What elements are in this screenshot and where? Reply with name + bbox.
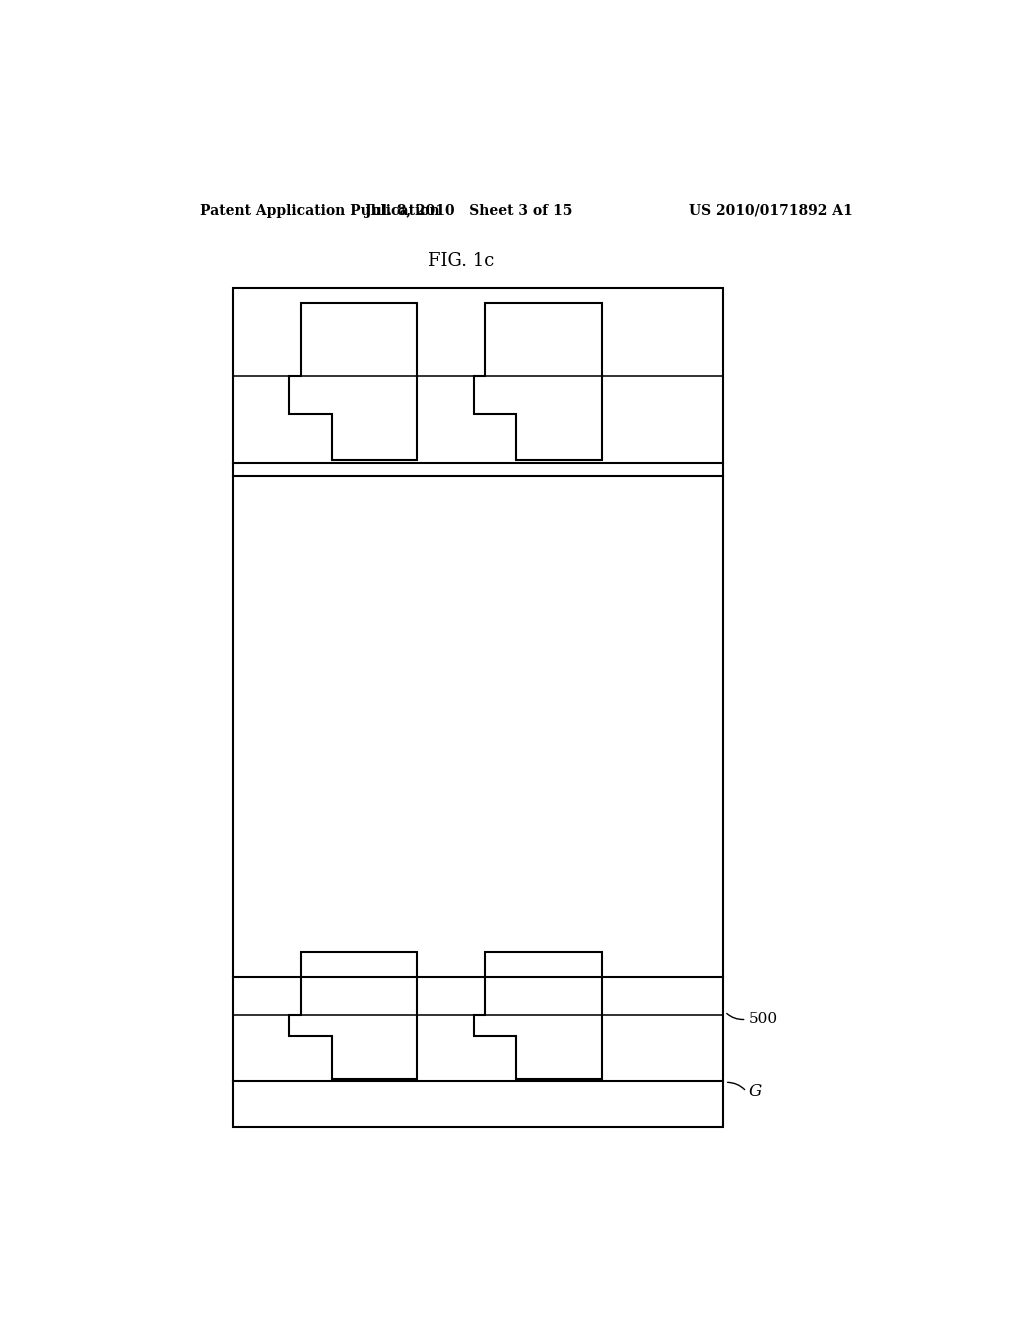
Text: US 2010/0171892 A1: US 2010/0171892 A1	[689, 203, 853, 218]
Text: FIG. 1c: FIG. 1c	[428, 252, 495, 269]
Text: Patent Application Publication: Patent Application Publication	[200, 203, 439, 218]
Text: Jul. 8, 2010   Sheet 3 of 15: Jul. 8, 2010 Sheet 3 of 15	[366, 203, 572, 218]
Text: 500: 500	[749, 1012, 778, 1026]
Text: G: G	[749, 1084, 762, 1100]
